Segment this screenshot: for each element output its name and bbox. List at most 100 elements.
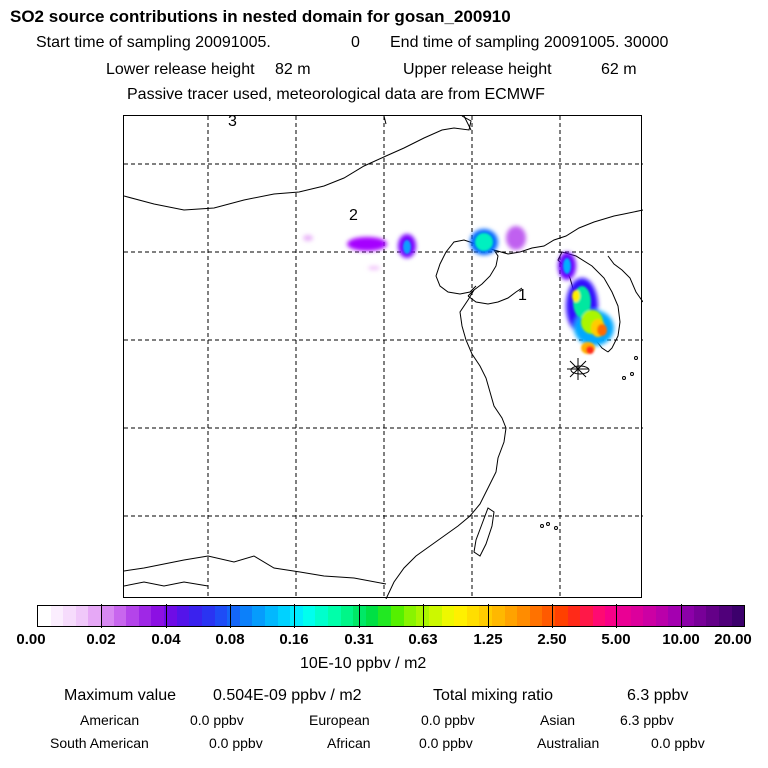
colorbar-cell [63,606,76,626]
colorbar-cell [618,606,631,626]
source-value-asian: 6.3 ppbv [620,712,674,728]
colorbar-cell [605,606,619,626]
colorbar-cell [138,606,152,626]
colorbar-cell [643,606,656,626]
map-title: SO2 source contributions in nested domai… [10,7,511,26]
china-east-coast [385,289,507,599]
colorbar-cell [441,606,455,626]
colorbar-cell [302,606,316,626]
colorbar-cell [693,606,707,626]
source-name-asian: Asian [540,712,576,728]
lower-release-label: Lower release height [106,61,255,78]
colorbar-cell [630,606,644,626]
colorbar-cell [517,606,530,626]
colorbar-cell [529,606,543,626]
colorbar-cell [277,606,291,626]
jeju-island [570,365,590,375]
colorbar-cell [189,606,202,626]
colorbar-cell [50,606,64,626]
colorbar-cell [176,606,190,626]
colorbar-tick [423,604,424,628]
colorbar-cell [466,606,480,626]
colorbar-cell [126,606,139,626]
receptor-asterisk-icon [567,358,589,380]
korea-peninsula-east [561,251,621,353]
colorbar-tick-label: 0.16 [279,631,309,648]
colorbar-tick [488,604,489,628]
colorbar-tick-label: 0.00 [16,631,46,648]
map-canvas [124,116,643,599]
upper-release-label: Upper release height [403,61,552,78]
colorbar-tick [166,604,167,628]
colorbar-cell [454,606,467,626]
colorbar-cell [214,606,228,626]
taiwan-island [473,507,495,557]
colorbar-unit: 10E-10 ppbv / m2 [300,655,427,672]
colorbar-tick [101,604,102,628]
colorbar-tick-label: 20.00 [714,631,752,648]
colorbar-cell [38,606,51,626]
colorbar-cell [264,606,278,626]
colorbar-cell [655,606,669,626]
source-name-american: American [80,712,140,728]
colorbar-tick-label: 5.00 [601,631,631,648]
start-time-value: 0 [351,34,360,51]
japan-coast [607,255,643,303]
colorbar-tick [681,604,682,628]
source-name-australian: Australian [537,735,600,751]
colorbar-cell [718,606,732,626]
upper-release-value: 62 m [601,61,637,78]
colorbar-tick-label: 1.25 [473,631,503,648]
manchuria-border [475,209,643,255]
source-value-american: 0.0 ppbv [190,712,244,728]
colorbar-cell [328,606,341,626]
colorbar-cell [164,606,177,626]
colorbar-cell [479,606,492,626]
colorbar-cell [416,606,429,626]
max-value-label: Maximum value [64,687,177,704]
colorbar-tick-label: 0.63 [408,631,438,648]
mongolia-border [124,116,472,211]
colorbar-cell [151,606,165,626]
region-label-1: 1 [518,287,527,304]
colorbar-cell [554,606,568,626]
colorbar-tick [294,604,295,628]
start-time-label: Start time of sampling 20091005. [36,34,271,51]
source-name-european: European [309,712,370,728]
colorbar-cell [378,606,392,626]
colorbar-cell [391,606,404,626]
colorbar-cell [88,606,102,626]
bohai-coast [435,239,477,295]
max-value: 0.504E-09 ppbv / m2 [213,687,362,704]
colorbar-cell [491,606,505,626]
colorbar-cell [75,606,89,626]
colorbar-cell [201,606,215,626]
colorbar-cell [340,606,354,626]
colorbar [37,605,745,627]
end-time-label: End time of sampling 20091005. 30000 [390,34,669,51]
colorbar-tick [552,604,553,628]
colorbar-cell [290,606,303,626]
region-label-3: 3 [228,113,237,130]
source-value-australian: 0.0 ppbv [651,735,705,751]
colorbar-cell [365,606,379,626]
colorbar-cell [706,606,719,626]
colorbar-tick [616,604,617,628]
colorbar-cell [542,606,555,626]
colorbar-tick-label: 2.50 [537,631,567,648]
colorbar-cell [668,606,682,626]
south-china-border [124,555,387,585]
colorbar-cell [252,606,265,626]
source-value-african: 0.0 ppbv [419,735,473,751]
colorbar-cell [681,606,694,626]
concentration-plumes [303,226,614,354]
colorbar-cell [567,606,581,626]
colorbar-tick [230,604,231,628]
colorbar-cell [403,606,417,626]
colorbar-cell [504,606,518,626]
source-name-african: African [327,735,371,751]
colorbar-cell [101,606,114,626]
total-mixing-label: Total mixing ratio [433,687,554,704]
colorbar-cell [428,606,442,626]
colorbar-tick-label: 10.00 [662,631,700,648]
